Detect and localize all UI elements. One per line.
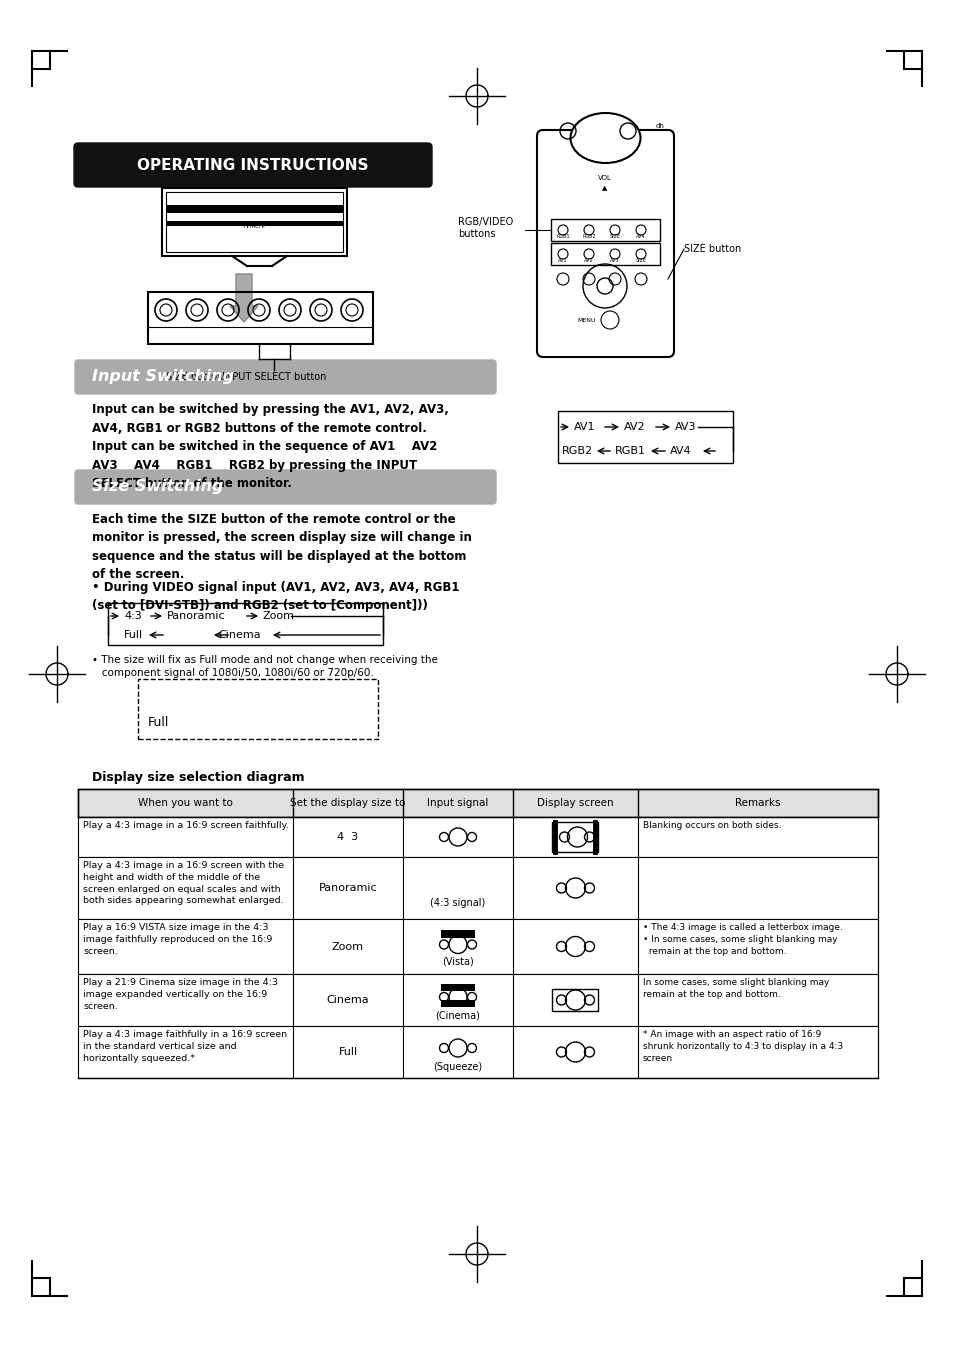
Text: Play a 16:9 VISTA size image in the 4:3
image faithfully reproduced on the 16:9
: Play a 16:9 VISTA size image in the 4:3 … <box>83 923 273 955</box>
Bar <box>440 929 475 938</box>
Text: SIZE button: SIZE button <box>166 372 223 382</box>
FancyBboxPatch shape <box>75 470 496 504</box>
Bar <box>78 1025 877 1078</box>
Text: Size Switching: Size Switching <box>91 480 223 494</box>
Text: Input Switching: Input Switching <box>91 370 233 385</box>
FancyBboxPatch shape <box>537 130 673 357</box>
Text: Each time the SIZE button of the remote control or the
monitor is pressed, the s: Each time the SIZE button of the remote … <box>91 513 472 581</box>
Bar <box>440 1000 475 1006</box>
Text: Play a 21:9 Cinema size image in the 4:3
image expanded vertically on the 16:9
s: Play a 21:9 Cinema size image in the 4:3… <box>83 978 277 1011</box>
Text: In some cases, some slight blanking may
remain at the top and bottom.: In some cases, some slight blanking may … <box>642 978 828 998</box>
Text: SIZE button: SIZE button <box>683 245 740 254</box>
Bar <box>78 817 877 857</box>
Bar <box>551 243 659 265</box>
Text: Zoom: Zoom <box>263 611 294 621</box>
Text: RGB2: RGB2 <box>561 446 593 457</box>
Text: ▲: ▲ <box>601 185 607 190</box>
Text: SIZE: SIZE <box>609 234 619 239</box>
Text: (4:3 signal): (4:3 signal) <box>430 898 485 908</box>
Text: • The size will fix as Full mode and not change when receiving the
   component : • The size will fix as Full mode and not… <box>91 655 437 678</box>
Text: MENU: MENU <box>578 317 596 323</box>
Text: OPERATING INSTRUCTIONS: OPERATING INSTRUCTIONS <box>137 158 369 173</box>
Bar <box>166 205 343 213</box>
Text: • During VIDEO signal input (AV1, AV2, AV3, AV4, RGB1
(set to [DVI-STB]) and RGB: • During VIDEO signal input (AV1, AV2, A… <box>91 581 459 612</box>
Text: RGB2: RGB2 <box>581 234 596 239</box>
Ellipse shape <box>570 113 639 163</box>
Text: Panoramic: Panoramic <box>167 611 226 621</box>
Text: Zoom: Zoom <box>332 942 364 951</box>
Text: (Cinema): (Cinema) <box>436 1011 480 1020</box>
FancyBboxPatch shape <box>74 143 432 186</box>
Text: AV2: AV2 <box>623 422 645 432</box>
Bar <box>166 222 343 226</box>
Text: Full: Full <box>338 1047 357 1056</box>
Text: 4:3: 4:3 <box>124 611 142 621</box>
Bar <box>558 411 732 463</box>
Text: • The 4:3 image is called a letterbox image.
• In some cases, some slight blanki: • The 4:3 image is called a letterbox im… <box>642 923 842 955</box>
FancyArrow shape <box>230 274 257 322</box>
Bar <box>552 821 598 852</box>
Text: VOL: VOL <box>598 176 611 181</box>
Text: 4  3: 4 3 <box>337 832 358 842</box>
Text: RGB/VIDEO: RGB/VIDEO <box>457 218 513 227</box>
Text: buttons: buttons <box>457 230 495 239</box>
Text: Remarks: Remarks <box>735 798 780 808</box>
Bar <box>78 857 877 919</box>
Bar <box>551 219 659 240</box>
Text: Play a 4:3 image in a 16:9 screen with the
height and width of the middle of the: Play a 4:3 image in a 16:9 screen with t… <box>83 861 284 905</box>
Text: Play a 4:3 image in a 16:9 screen faithfully.: Play a 4:3 image in a 16:9 screen faithf… <box>83 821 289 830</box>
Text: RGB1: RGB1 <box>615 446 645 457</box>
Text: Play a 4:3 image faithfully in a 16:9 screen
in the standard vertical size and
h: Play a 4:3 image faithfully in a 16:9 sc… <box>83 1029 287 1063</box>
Text: AV3: AV3 <box>610 258 619 262</box>
Text: Cinema: Cinema <box>326 994 369 1005</box>
Bar <box>148 292 373 345</box>
Text: SIZE: SIZE <box>635 258 646 262</box>
Text: AV1: AV1 <box>574 422 595 432</box>
Text: Display screen: Display screen <box>537 798 613 808</box>
Text: Input can be switched by pressing the AV1, AV2, AV3,
AV4, RGB1 or RGB2 buttons o: Input can be switched by pressing the AV… <box>91 403 449 490</box>
Text: dh: dh <box>655 123 663 128</box>
Text: AV4: AV4 <box>669 446 691 457</box>
Text: AV3: AV3 <box>675 422 696 432</box>
Bar <box>440 984 475 992</box>
Text: Set the display size to: Set the display size to <box>290 798 405 808</box>
Text: Cinema: Cinema <box>218 630 260 640</box>
Text: Full: Full <box>124 630 143 640</box>
Bar <box>108 603 382 644</box>
Bar <box>166 192 343 253</box>
Text: (Vista): (Vista) <box>441 957 474 966</box>
Text: Input signal: Input signal <box>427 798 488 808</box>
Text: Display size selection diagram: Display size selection diagram <box>91 771 304 784</box>
Bar <box>552 989 598 1011</box>
Text: AV2: AV2 <box>583 258 593 262</box>
Text: (Squeeze): (Squeeze) <box>433 1062 482 1071</box>
Text: RGB1: RGB1 <box>556 234 569 239</box>
Text: AV1: AV1 <box>558 258 567 262</box>
Text: AV4: AV4 <box>636 234 645 239</box>
Text: Panoramic: Panoramic <box>318 884 377 893</box>
Text: HITACHI: HITACHI <box>243 223 265 228</box>
Text: Full: Full <box>148 716 170 730</box>
Bar <box>138 680 377 739</box>
Bar <box>162 188 347 255</box>
FancyBboxPatch shape <box>75 359 496 394</box>
Bar <box>78 919 877 974</box>
Bar <box>78 974 877 1025</box>
Bar <box>78 789 877 817</box>
Text: Blanking occurs on both sides.: Blanking occurs on both sides. <box>642 821 781 830</box>
Text: INPUT SELECT button: INPUT SELECT button <box>222 372 326 382</box>
Text: * An image with an aspect ratio of 16:9
shrunk horizontally to 4:3 to display in: * An image with an aspect ratio of 16:9 … <box>642 1029 842 1063</box>
Text: When you want to: When you want to <box>138 798 233 808</box>
